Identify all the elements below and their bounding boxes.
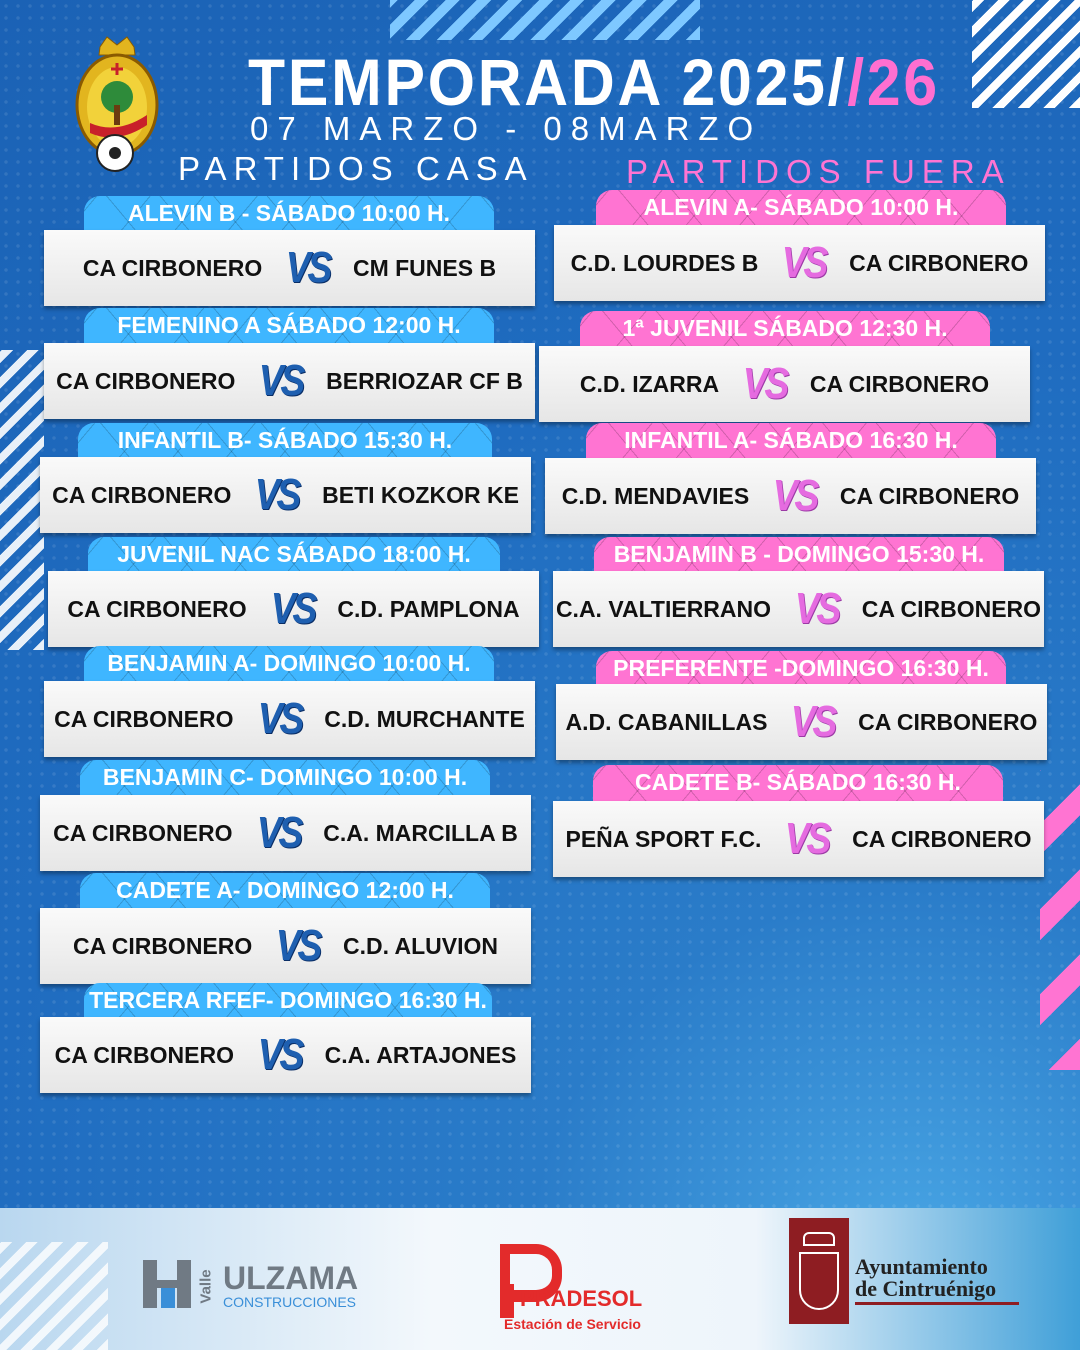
away-team-name: CA CIRBONERO bbox=[849, 249, 1029, 276]
versus-icon: VS bbox=[259, 356, 305, 405]
away-team-name: C.A. MARCILLA B bbox=[323, 819, 518, 846]
match-dates: 07 MARZO - 08MARZO bbox=[250, 110, 763, 147]
versus-icon: VS bbox=[255, 470, 301, 519]
home-match-card: CA CIRBONERO VS BERRIOZAR CF B bbox=[44, 343, 535, 419]
away-team-name: CA CIRBONERO bbox=[852, 825, 1032, 852]
decor-stripes-right bbox=[1040, 770, 1080, 1070]
decor-stripes-footer bbox=[0, 1242, 108, 1350]
away-team-name: C.D. PAMPLONA bbox=[337, 595, 520, 622]
away-match-card: C.D. MENDAVIES VS CA CIRBONERO bbox=[545, 458, 1036, 534]
home-match-banner: INFANTIL B- SÁBADO 15:30 H. bbox=[78, 423, 492, 459]
versus-icon: VS bbox=[256, 808, 302, 857]
away-match-card: C.D. IZARRA VS CA CIRBONERO bbox=[539, 346, 1030, 422]
club-crest-logo bbox=[75, 36, 159, 172]
away-team-name: C.D. MURCHANTE bbox=[324, 705, 525, 732]
home-team-name: C.D. LOURDES B bbox=[570, 249, 759, 276]
decor-stripes-left bbox=[0, 350, 44, 650]
home-team-name: C.D. MENDAVIES bbox=[561, 482, 750, 509]
away-team-name: CA CIRBONERO bbox=[858, 708, 1038, 735]
home-heading: PARTIDOS CASA bbox=[178, 150, 534, 187]
home-team-name: CA CIRBONERO bbox=[54, 705, 234, 732]
pradesol-name: PRADESOL bbox=[520, 1286, 643, 1311]
pradesol-sub: Estación de Servicio bbox=[504, 1316, 641, 1332]
versus-icon: VS bbox=[742, 359, 789, 408]
away-heading: PARTIDOS FUERA bbox=[626, 153, 1011, 190]
versus-icon: VS bbox=[785, 814, 831, 863]
home-team-name: C.A. VALTIERRANO bbox=[555, 595, 772, 622]
home-team-name: CA CIRBONERO bbox=[53, 819, 233, 846]
versus-icon: VS bbox=[257, 1030, 304, 1079]
home-match-card: CA CIRBONERO VS C.D. MURCHANTE bbox=[44, 681, 535, 757]
town-crest-icon bbox=[789, 1218, 849, 1324]
ulzama-sub: CONSTRUCCIONES bbox=[223, 1294, 357, 1310]
away-match-banner: PREFERENTE -DOMINGO 16:30 H. bbox=[596, 651, 1006, 687]
home-match-card: CA CIRBONERO VS CM FUNES B bbox=[44, 230, 535, 306]
home-match-banner: ALEVIN B - SÁBADO 10:00 H. bbox=[84, 196, 494, 232]
home-team-name: C.D. IZARRA bbox=[579, 370, 720, 397]
versus-icon: VS bbox=[257, 694, 303, 743]
away-team-name: CA CIRBONERO bbox=[839, 482, 1020, 509]
sponsor-footer: Valle ULZAMA CONSTRUCCIONES PRADESOL Est… bbox=[0, 1208, 1080, 1350]
home-team-name: CA CIRBONERO bbox=[54, 1041, 234, 1068]
ayuntamiento-line1: Ayuntamiento bbox=[855, 1254, 988, 1279]
versus-icon: VS bbox=[794, 584, 841, 633]
away-team-name: C.A. ARTAJONES bbox=[324, 1041, 517, 1068]
home-team-name: CA CIRBONERO bbox=[67, 595, 247, 622]
away-match-card: C.A. VALTIERRANO VS CA CIRBONERO bbox=[553, 571, 1044, 647]
home-match-banner: TERCERA RFEF- DOMINGO 16:30 H. bbox=[84, 983, 492, 1019]
title-main: TEMPORADA 2025/ bbox=[248, 45, 848, 119]
home-match-card: CA CIRBONERO VS C.D. ALUVION bbox=[40, 908, 531, 984]
away-match-banner: CADETE B- SÁBADO 16:30 H. bbox=[593, 765, 1003, 801]
page-title: TEMPORADA 2025//26 bbox=[248, 44, 940, 120]
ayuntamiento-line2: de Cintruénigo bbox=[855, 1276, 997, 1301]
title-accent: /26 bbox=[847, 45, 940, 119]
decor-stripes-top-right bbox=[972, 0, 1080, 108]
versus-icon: VS bbox=[286, 243, 332, 292]
away-match-banner: 1ª JUVENIL SÁBADO 12:30 H. bbox=[580, 311, 990, 347]
away-team-name: CA CIRBONERO bbox=[809, 370, 990, 397]
away-team-name: C.D. ALUVION bbox=[342, 932, 499, 959]
ulzama-name: ULZAMA bbox=[223, 1260, 359, 1296]
home-team-name: CA CIRBONERO bbox=[82, 254, 263, 281]
home-match-card: CA CIRBONERO VS BETI KOZKOR KE bbox=[40, 457, 531, 533]
home-match-card: CA CIRBONERO VS C.D. PAMPLONA bbox=[48, 571, 539, 647]
versus-icon: VS bbox=[773, 471, 819, 520]
home-team-name: PEÑA SPORT F.C. bbox=[565, 825, 762, 852]
versus-icon: VS bbox=[276, 921, 322, 970]
away-match-banner: BENJAMIN B - DOMINGO 15:30 H. bbox=[594, 537, 1004, 573]
home-match-banner: BENJAMIN A- DOMINGO 10:00 H. bbox=[84, 646, 494, 682]
home-match-banner: FEMENINO A SÁBADO 12:00 H. bbox=[84, 308, 494, 344]
away-team-name: BETI KOZKOR KE bbox=[322, 481, 519, 508]
home-match-banner: CADETE A- DOMINGO 12:00 H. bbox=[80, 873, 490, 909]
away-match-banner: ALEVIN A- SÁBADO 10:00 H. bbox=[596, 190, 1006, 226]
home-match-card: CA CIRBONERO VS C.A. ARTAJONES bbox=[40, 1017, 531, 1093]
ulzama-prefix: Valle bbox=[197, 1269, 215, 1304]
away-team-name: CM FUNES B bbox=[352, 254, 497, 281]
home-match-card: CA CIRBONERO VS C.A. MARCILLA B bbox=[40, 795, 531, 871]
home-team-name: CA CIRBONERO bbox=[52, 481, 232, 508]
away-match-card: PEÑA SPORT F.C. VS CA CIRBONERO bbox=[553, 801, 1044, 877]
home-match-banner: BENJAMIN C- DOMINGO 10:00 H. bbox=[80, 760, 490, 796]
versus-icon: VS bbox=[782, 238, 828, 287]
away-team-name: BERRIOZAR CF B bbox=[326, 367, 523, 394]
home-match-banner: JUVENIL NAC SÁBADO 18:00 H. bbox=[88, 537, 500, 573]
home-team-name: CA CIRBONERO bbox=[56, 367, 236, 394]
versus-icon: VS bbox=[270, 584, 316, 633]
decor-stripes-top bbox=[390, 0, 700, 40]
away-match-banner: INFANTIL A- SÁBADO 16:30 H. bbox=[586, 423, 996, 459]
versus-icon: VS bbox=[791, 697, 837, 746]
away-match-card: C.D. LOURDES B VS CA CIRBONERO bbox=[554, 225, 1045, 301]
away-match-card: A.D. CABANILLAS VS CA CIRBONERO bbox=[556, 684, 1047, 760]
home-team-name: CA CIRBONERO bbox=[72, 932, 253, 959]
home-team-name: A.D. CABANILLAS bbox=[565, 708, 768, 735]
away-team-name: CA CIRBONERO bbox=[861, 595, 1042, 622]
